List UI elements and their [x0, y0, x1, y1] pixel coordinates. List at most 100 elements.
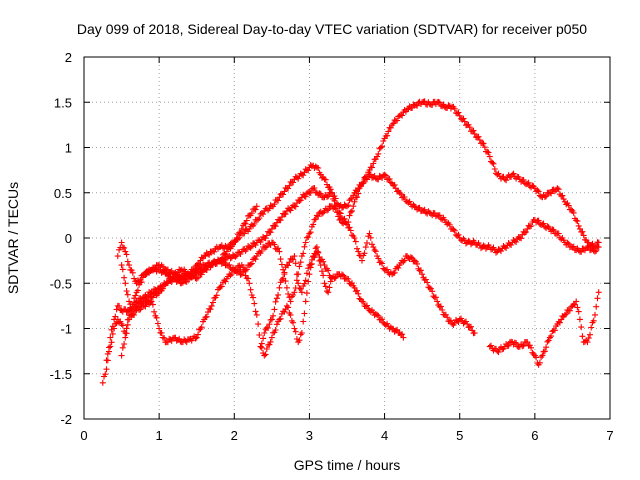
data-point-track-6-41 — [308, 260, 315, 267]
data-point-track-1-119 — [248, 210, 255, 217]
data-point-track-2-364 — [559, 192, 566, 199]
y-tick-label-1: -1.5 — [50, 367, 72, 382]
data-point-track-2-375 — [573, 217, 580, 224]
data-point-track-3-272 — [455, 231, 462, 238]
data-point-track-5-5 — [124, 291, 131, 298]
data-point-track-3-140 — [290, 179, 297, 186]
data-point-track-3-166 — [322, 176, 329, 183]
data-point-track-2-143 — [282, 211, 289, 218]
data-point-track-2-4 — [108, 339, 115, 346]
data-point-track-7-52 — [551, 327, 558, 334]
data-point-track-3-348 — [550, 226, 557, 233]
data-point-track-4-128 — [278, 261, 285, 268]
data-point-track-7-79 — [585, 335, 592, 342]
data-point-track-2-309 — [490, 160, 497, 167]
data-point-track-5-26 — [151, 308, 158, 315]
data-point-track-5-204 — [374, 311, 381, 318]
data-point-track-1-6 — [107, 334, 114, 341]
data-point-track-3-69 — [201, 253, 208, 260]
data-point-track-4-234 — [411, 257, 418, 264]
data-point-track-4-95 — [237, 271, 244, 278]
data-point-track-5-120 — [268, 316, 275, 323]
data-point-track-3-159 — [313, 164, 320, 171]
data-point-track-6-16 — [277, 315, 284, 322]
data-point-track-2-333 — [520, 176, 527, 183]
data-point-track-2-171 — [317, 190, 324, 197]
data-point-track-5-30 — [156, 325, 163, 332]
data-point-track-5-208 — [379, 316, 386, 323]
data-point-track-2-99 — [227, 255, 234, 262]
y-tick-label-7: 1.5 — [54, 95, 72, 110]
data-point-track-7-26 — [519, 343, 526, 350]
data-point-track-3-322 — [518, 235, 525, 242]
data-point-track-7-49 — [548, 333, 555, 340]
data-point-track-4-143 — [297, 259, 304, 266]
data-point-track-5-34 — [161, 335, 168, 342]
data-point-track-5-3 — [122, 280, 129, 287]
data-point-track-4-225 — [400, 258, 407, 265]
data-point-track-6-45 — [313, 244, 320, 251]
data-point-track-3-225 — [396, 189, 403, 196]
data-point-track-1-3 — [103, 366, 110, 373]
data-point-track-5-193 — [360, 298, 367, 305]
data-point-track-6-46 — [315, 249, 322, 256]
data-point-track-3-336 — [535, 217, 542, 224]
data-point-track-7-56 — [556, 319, 563, 326]
data-point-track-5-102 — [246, 280, 253, 287]
data-point-track-5-181 — [345, 276, 352, 282]
x-tick-label-3: 3 — [306, 428, 313, 443]
data-point-track-5-4 — [123, 288, 130, 294]
data-point-track-5-71 — [207, 306, 214, 313]
data-point-track-4-171 — [332, 205, 339, 212]
data-point-track-3-125 — [271, 201, 278, 208]
data-point-track-2-128 — [263, 232, 270, 239]
data-point-track-4-37 — [164, 279, 171, 286]
data-point-track-4-199 — [367, 234, 374, 241]
data-point-track-6-49 — [319, 268, 325, 275]
data-point-track-2-265 — [435, 98, 442, 105]
data-point-track-2-139 — [277, 217, 284, 224]
y-tick-label-3: -0.5 — [50, 276, 72, 291]
data-point-track-2-6 — [111, 325, 118, 332]
data-point-track-3-96 — [235, 236, 241, 243]
data-point-track-4-107 — [252, 256, 259, 263]
data-point-track-6-34 — [300, 318, 307, 325]
data-point-track-6-8 — [267, 338, 274, 345]
data-point-track-6-55 — [326, 284, 333, 291]
data-point-track-4-125 — [275, 245, 282, 252]
data-point-track-4-276 — [464, 321, 471, 327]
data-point-track-3-192 — [355, 190, 362, 197]
data-point-track-5-140 — [293, 271, 300, 278]
data-point-track-6-28 — [292, 328, 299, 335]
data-point-track-5-189 — [355, 290, 362, 297]
data-point-track-2-119 — [252, 242, 259, 249]
data-point-track-5-141 — [295, 280, 302, 287]
data-point-track-5-137 — [290, 256, 297, 263]
data-point-track-4-147 — [302, 239, 309, 246]
data-point-track-5-106 — [251, 300, 258, 307]
data-point-track-5-117 — [265, 325, 272, 331]
data-point-track-5-92 — [233, 266, 240, 273]
data-point-track-2-135 — [272, 223, 279, 230]
data-point-track-5-28 — [153, 314, 160, 321]
data-point-track-4-6 — [126, 316, 133, 323]
data-point-track-7-42 — [539, 352, 546, 359]
data-point-track-2-365 — [560, 196, 567, 203]
data-point-track-2-285 — [460, 115, 467, 122]
data-point-track-2-304 — [484, 148, 491, 155]
data-point-track-5-2 — [121, 274, 128, 281]
data-point-track-4-236 — [414, 260, 421, 267]
data-point-track-7-45 — [543, 344, 550, 351]
data-point-track-2-132 — [268, 225, 275, 232]
data-point-track-5-177 — [340, 272, 347, 279]
data-point-track-3-101 — [241, 230, 248, 237]
data-point-track-2-308 — [489, 159, 496, 166]
data-point-track-4-138 — [291, 289, 298, 296]
data-point-track-4-1 — [119, 344, 126, 351]
data-point-track-2-360 — [554, 185, 561, 192]
data-point-track-4-195 — [362, 244, 369, 251]
data-point-track-3-382 — [593, 247, 600, 254]
data-point-track-5-110 — [256, 332, 263, 338]
data-point-track-7-61 — [563, 310, 570, 317]
data-point-track-3-132 — [280, 191, 287, 198]
